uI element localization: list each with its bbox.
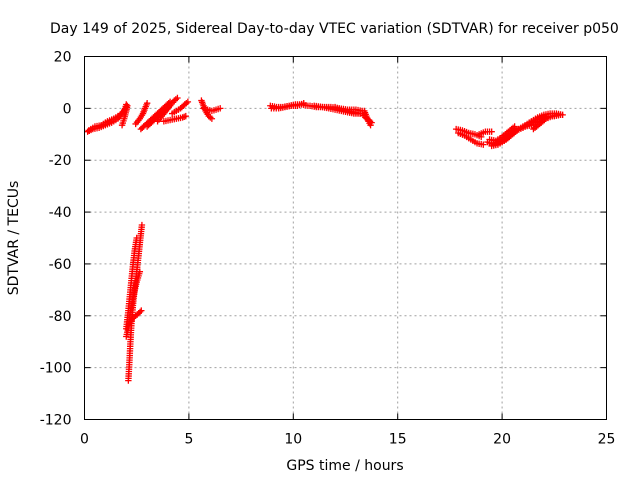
- plot-frame: [84, 56, 607, 420]
- axis-ticks: [84, 56, 607, 420]
- x-tick-label: 15: [389, 432, 407, 448]
- y-tick-label: 0: [63, 101, 72, 117]
- data-point: [133, 234, 140, 242]
- data-point: [555, 111, 562, 119]
- data-point: [172, 96, 180, 103]
- data-point: [182, 112, 189, 120]
- data-point: [136, 268, 144, 275]
- data-point: [138, 221, 146, 229]
- y-tick-label: -60: [49, 257, 72, 273]
- x-tick-label: 25: [598, 432, 616, 448]
- y-tick-labels: -120 -100 -80 -60 -40 -20 0 20: [40, 50, 72, 429]
- y-tick-label: -120: [40, 413, 72, 429]
- grid: [84, 56, 607, 420]
- x-tick-label: 10: [284, 432, 302, 448]
- data-point: [208, 115, 216, 122]
- x-tick-label: 0: [80, 432, 89, 448]
- data-point: [143, 99, 151, 107]
- y-tick-label: -40: [49, 205, 72, 221]
- y-tick-label: -100: [40, 361, 72, 377]
- data-points: [84, 94, 566, 384]
- data-point: [174, 94, 181, 102]
- data-point: [217, 105, 224, 112]
- y-tick-label: -80: [49, 309, 72, 325]
- data-point: [124, 102, 131, 109]
- chart-title: Day 149 of 2025, Sidereal Day-to-day VTE…: [50, 21, 619, 37]
- data-point: [480, 141, 487, 148]
- data-point: [488, 128, 495, 135]
- data-point: [300, 99, 307, 107]
- x-tick-labels: 0 5 10 15 20 25: [80, 432, 615, 448]
- x-tick-label: 20: [493, 432, 511, 448]
- y-tick-label: 20: [54, 50, 72, 66]
- x-tick-label: 5: [184, 432, 193, 448]
- y-axis-label: SDTVAR / TECUs: [6, 181, 22, 296]
- data-point: [138, 307, 145, 314]
- y-tick-label: -20: [49, 153, 72, 169]
- data-point: [136, 308, 144, 316]
- data-point: [184, 98, 192, 106]
- data-point: [368, 119, 375, 126]
- x-axis-label: GPS time / hours: [286, 458, 403, 474]
